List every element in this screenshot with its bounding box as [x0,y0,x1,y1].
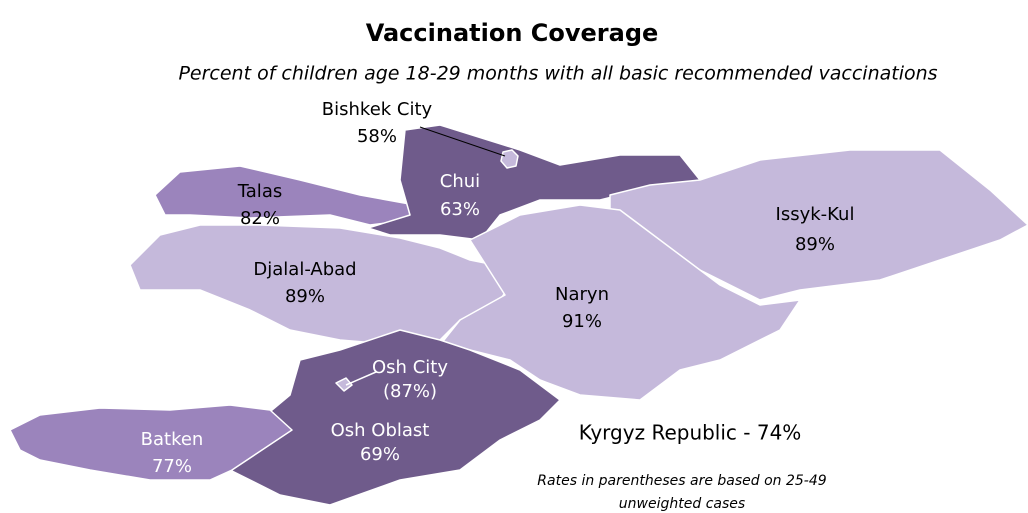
map-title: Vaccination Coverage [366,19,659,47]
region [154,165,416,226]
region-rate: 89% [285,286,325,307]
region-name: Osh Oblast [331,420,430,441]
region-rate: (87%) [383,381,437,402]
region-name: Osh City [372,357,448,378]
region-rate: 91% [562,311,602,332]
region-name: Bishkek City [322,99,433,120]
region [335,377,353,392]
regions [9,124,1028,506]
region-rate: 69% [360,444,400,465]
region-name: Chui [440,171,480,192]
region-rate: 58% [357,126,397,147]
map-subtitle: Percent of children age 18-29 months wit… [178,63,937,85]
region-rate: 63% [440,199,480,220]
region [367,124,701,241]
leader-line [419,126,506,157]
leader-line [345,371,377,386]
region [9,404,293,481]
note: Rates in parentheses are based on 25-49 [537,473,826,489]
region-rate: 82% [240,208,280,229]
region-name: Djalal-Abad [253,259,356,280]
region-rate: 77% [152,456,192,477]
region-rate: 89% [795,234,835,255]
region-name: Batken [141,429,204,450]
region-name: Talas [237,181,282,202]
region-name: Naryn [555,284,609,305]
note: unweighted cases [619,496,745,512]
national-rate: Kyrgyz Republic - 74% [579,421,802,445]
region-name: Issyk-Kul [776,204,855,225]
region [500,149,519,169]
labels: Talas 82% Chui 63% Issyk-Kul 89% Djalal-Abad 89… [141,99,855,477]
